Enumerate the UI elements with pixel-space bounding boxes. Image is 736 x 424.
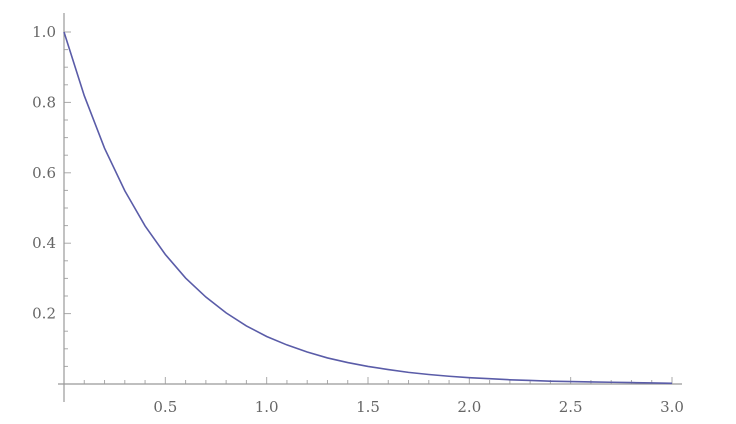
x-tick-label: 1.5 <box>356 398 380 416</box>
y-tick-label: 0.8 <box>32 93 56 111</box>
y-tick-label: 1.0 <box>32 23 56 41</box>
ticks <box>64 31 673 384</box>
y-tick-label: 0.2 <box>32 305 56 323</box>
x-tick-label: 3.0 <box>660 398 684 416</box>
series-line <box>63 31 673 385</box>
y-tick-label: 0.4 <box>32 234 56 252</box>
tick-labels: 0.5 1.0 1.5 2.0 2.5 3.0 0.2 0.4 0.6 0.8 … <box>32 23 684 416</box>
x-tick-label: 2.0 <box>457 398 481 416</box>
x-tick-label: 2.5 <box>559 398 583 416</box>
x-tick-label: 0.5 <box>153 398 177 416</box>
x-tick-label: 1.0 <box>255 398 279 416</box>
y-tick-label: 0.6 <box>32 164 56 182</box>
